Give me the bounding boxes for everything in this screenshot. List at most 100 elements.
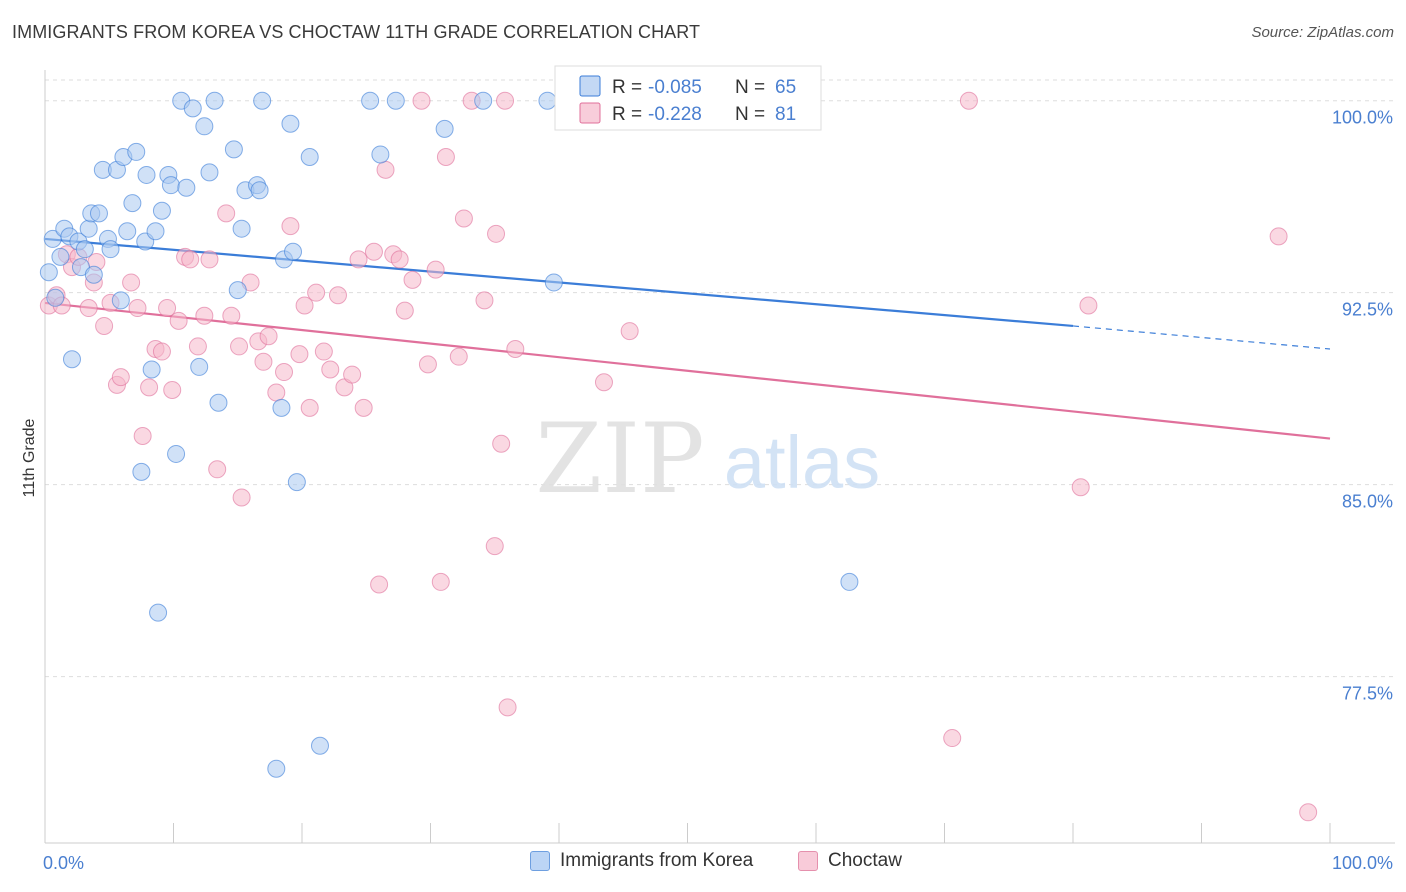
- choctaw-point: [506, 339, 525, 358]
- choctaw-point: [431, 572, 450, 591]
- choctaw-point: [418, 355, 437, 374]
- choctaw-point: [267, 383, 286, 402]
- choctaw-point: [152, 342, 171, 361]
- choctaw-point: [485, 537, 504, 556]
- korea-point: [371, 145, 390, 164]
- legend-label-korea: Immigrants from Korea: [560, 850, 754, 871]
- watermark: ZIP atlas: [535, 403, 880, 515]
- choctaw-point: [95, 316, 114, 335]
- choctaw-point: [620, 322, 639, 341]
- korea-point: [51, 247, 70, 266]
- choctaw-point: [449, 347, 468, 366]
- choctaw-point: [169, 311, 188, 330]
- choctaw-point: [498, 698, 517, 717]
- choctaw-point: [354, 398, 373, 417]
- korea-point: [287, 473, 306, 492]
- korea-point: [152, 201, 171, 220]
- legend-item-korea[interactable]: Immigrants from Korea: [530, 850, 753, 872]
- korea-point: [167, 444, 186, 463]
- legend-swatch-choctaw: [798, 851, 818, 871]
- korea-point: [435, 119, 454, 138]
- choctaw-point: [412, 91, 431, 110]
- korea-point: [205, 91, 224, 110]
- korea-point: [840, 572, 859, 591]
- choctaw-point: [403, 270, 422, 289]
- korea-trend-extension: [1072, 325, 1331, 350]
- korea-point: [224, 140, 243, 159]
- choctaw-point: [454, 209, 473, 228]
- choctaw-point: [133, 427, 152, 446]
- choctaw-points: [39, 91, 1318, 822]
- choctaw-point: [364, 242, 383, 261]
- korea-point: [253, 91, 272, 110]
- axes: [44, 70, 1395, 844]
- choctaw-point: [122, 273, 141, 292]
- korea-point: [284, 242, 303, 261]
- x-tick-label: 0.0%: [43, 853, 84, 873]
- choctaw-point: [943, 729, 962, 748]
- korea-point: [228, 281, 247, 300]
- choctaw-point: [259, 327, 278, 346]
- korea-point: [161, 176, 180, 195]
- choctaw-point: [111, 368, 130, 387]
- grid-lines: [45, 79, 1395, 678]
- choctaw-point: [222, 306, 241, 325]
- choctaw-point: [328, 286, 347, 305]
- choctaw-point: [128, 299, 147, 318]
- korea-point: [232, 219, 251, 238]
- y-axis-label: 11th Grade: [21, 418, 38, 497]
- stats-legend-swatch: [579, 102, 601, 124]
- korea-point: [474, 91, 493, 110]
- choctaw-point: [300, 398, 319, 417]
- korea-point: [200, 163, 219, 182]
- choctaw-point: [230, 337, 249, 356]
- korea-point: [361, 91, 380, 110]
- stats-legend-r-value: -0.085: [648, 77, 702, 98]
- choctaw-point: [426, 260, 445, 279]
- korea-point: [538, 91, 557, 110]
- korea-point: [177, 178, 196, 197]
- stats-legend-n-label: N =: [735, 77, 765, 98]
- korea-point: [195, 117, 214, 136]
- choctaw-point: [232, 488, 251, 507]
- choctaw-point: [390, 250, 409, 269]
- choctaw-point: [290, 345, 309, 364]
- choctaw-point: [321, 360, 340, 379]
- korea-point: [118, 222, 137, 241]
- y-tick-label: 92.5%: [1342, 300, 1393, 320]
- y-tick-label: 100.0%: [1332, 108, 1393, 128]
- choctaw-point: [492, 434, 511, 453]
- korea-point: [101, 240, 120, 259]
- korea-point: [111, 291, 130, 310]
- korea-point: [137, 165, 156, 184]
- legend-item-choctaw[interactable]: Choctaw: [798, 850, 902, 872]
- choctaw-point: [295, 296, 314, 315]
- korea-point: [75, 240, 94, 259]
- korea-point: [123, 194, 142, 213]
- korea-point: [267, 759, 286, 778]
- y-tick-label: 77.5%: [1342, 684, 1393, 704]
- choctaw-point: [314, 342, 333, 361]
- choctaw-trend-line: [44, 301, 1331, 440]
- choctaw-point: [1299, 803, 1318, 822]
- stats-legend-r-value: -0.228: [648, 104, 702, 125]
- stats-legend: R = -0.085 N = 65 R = -0.228 N = 81: [554, 65, 822, 131]
- choctaw-point: [1071, 478, 1090, 497]
- choctaw-point: [475, 291, 494, 310]
- korea-point: [46, 288, 65, 307]
- y-tick-label: 85.0%: [1342, 492, 1393, 512]
- korea-point: [209, 393, 228, 412]
- stats-legend-r-label: R =: [612, 104, 642, 125]
- korea-point: [132, 462, 151, 481]
- korea-point: [300, 148, 319, 167]
- choctaw-point: [349, 250, 368, 269]
- korea-point: [386, 91, 405, 110]
- stats-legend-r-label: R =: [612, 77, 642, 98]
- choctaw-point: [195, 306, 214, 325]
- korea-point: [127, 142, 146, 161]
- source-label: Source: ZipAtlas.com: [1251, 24, 1394, 41]
- choctaw-point: [163, 380, 182, 399]
- choctaw-point: [254, 352, 273, 371]
- stats-legend-n-label: N =: [735, 104, 765, 125]
